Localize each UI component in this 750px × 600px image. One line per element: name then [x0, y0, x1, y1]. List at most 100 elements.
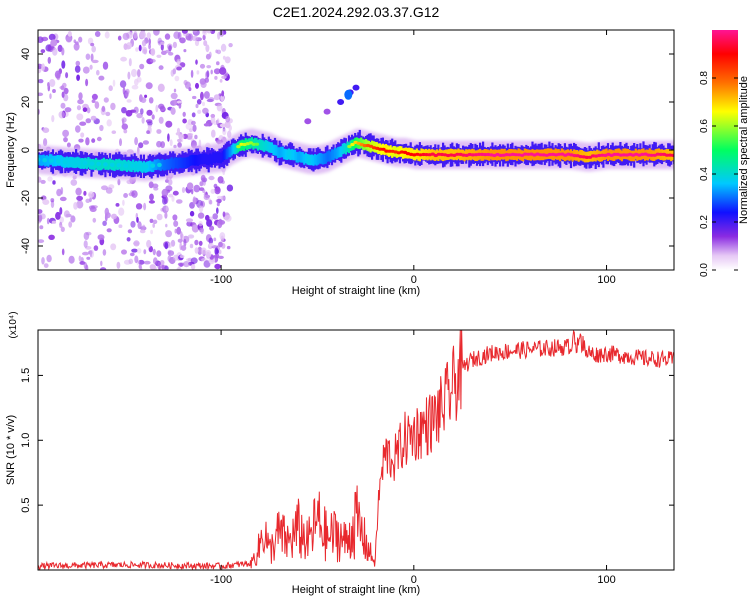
ridge-middle — [261, 140, 264, 151]
noise-blob — [198, 220, 203, 227]
colorbar-label: Normalized spectral amplitude — [738, 76, 750, 224]
noise-blob — [40, 49, 46, 54]
noise-blob — [156, 250, 162, 257]
ridge-core — [381, 147, 386, 151]
ridge-core — [387, 149, 392, 153]
noise-blob — [60, 85, 65, 91]
ridge-middle — [121, 160, 124, 172]
colorbar-tick-label: 0.8 — [699, 71, 710, 85]
ridge-middle — [293, 149, 297, 161]
ridge-middle — [203, 153, 206, 164]
noise-blob — [76, 195, 83, 201]
noise-blob — [111, 213, 117, 220]
noise-blob — [191, 188, 194, 195]
ridge-middle — [275, 145, 278, 156]
ridge-middle — [277, 147, 280, 158]
noise-blob — [165, 205, 169, 212]
noise-blob — [206, 30, 212, 34]
noise-blob — [156, 213, 163, 221]
noise-blob — [181, 187, 186, 193]
noise-blob — [158, 103, 165, 110]
noise-blob — [146, 130, 151, 135]
noise-blob — [173, 220, 179, 227]
noise-blob — [171, 195, 175, 202]
noise-blob — [218, 241, 223, 248]
noise-blob — [195, 59, 198, 65]
noise-blob — [41, 36, 49, 42]
ridge-middle — [230, 144, 233, 156]
noise-blob — [122, 32, 130, 41]
ridge-middle — [147, 161, 150, 172]
noise-blob — [68, 221, 73, 228]
noise-blob — [190, 69, 194, 78]
noise-blob — [157, 261, 162, 270]
noise-blob — [210, 116, 216, 124]
noise-blob — [164, 33, 171, 40]
ridge-core — [538, 153, 543, 157]
noise-blob — [76, 105, 82, 111]
ridge-middle — [229, 146, 232, 158]
noise-blob — [219, 67, 227, 75]
noise-blob — [143, 202, 147, 211]
ridge-middle — [648, 148, 651, 159]
noise-blob — [89, 64, 93, 70]
ridge-middle — [307, 154, 310, 166]
noise-blob — [219, 30, 225, 37]
noise-blob — [216, 207, 219, 214]
noise-blob — [85, 198, 91, 203]
noise-blob — [65, 72, 69, 79]
noise-blob — [218, 249, 222, 255]
ridge-core — [584, 155, 590, 159]
ridge-core — [482, 153, 488, 157]
ridge-middle — [270, 142, 273, 153]
noise-blob — [89, 206, 97, 212]
noise-blob — [149, 218, 154, 223]
x-tick-label: 100 — [597, 274, 615, 286]
noise-blob — [40, 179, 46, 184]
noise-blob — [158, 65, 164, 70]
noise-blob — [108, 85, 113, 92]
noise-blob — [96, 69, 100, 76]
noise-blob — [142, 140, 149, 145]
noise-blob — [220, 43, 227, 52]
ridge-middle — [290, 149, 294, 160]
noise-blob — [48, 234, 55, 240]
ridge-middle — [101, 158, 104, 170]
ridge-core — [378, 147, 383, 151]
noise-blob — [86, 107, 91, 114]
ridge-middle — [341, 143, 344, 155]
noise-blob — [78, 36, 83, 43]
noise-blob — [209, 225, 215, 231]
noise-blob — [150, 229, 154, 235]
ridge-core — [649, 153, 654, 157]
noise-blob — [182, 111, 186, 117]
ridge-middle — [167, 159, 170, 170]
noise-blob — [199, 187, 205, 192]
noise-blob — [117, 35, 122, 41]
noise-blob — [217, 195, 222, 200]
noise-blob — [178, 102, 182, 109]
noise-blob — [70, 215, 76, 223]
noise-blob — [91, 93, 98, 100]
noise-blob — [211, 129, 216, 138]
ridge-middle — [164, 159, 167, 171]
ridge-middle — [312, 155, 315, 166]
noise-blob — [43, 263, 49, 268]
noise-blob — [96, 136, 102, 142]
ridge-core — [658, 152, 664, 156]
ridge-core — [157, 162, 162, 168]
noise-blob — [197, 246, 203, 255]
noise-blob — [167, 242, 173, 249]
noise-blob — [216, 61, 220, 66]
ridge-middle — [187, 156, 190, 168]
noise-blob — [61, 91, 65, 98]
ridge-middle — [179, 157, 182, 168]
noise-blob — [133, 31, 138, 39]
noise-blob — [191, 35, 199, 42]
noise-blob — [209, 242, 214, 247]
noise-blob — [46, 217, 50, 225]
noise-blob — [144, 94, 148, 99]
ridge-core — [109, 162, 115, 167]
noise-blob — [134, 137, 139, 146]
ridge-core — [350, 142, 355, 147]
